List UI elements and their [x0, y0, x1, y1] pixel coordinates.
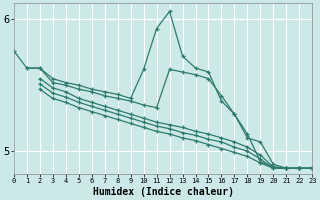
X-axis label: Humidex (Indice chaleur): Humidex (Indice chaleur)	[92, 186, 234, 197]
